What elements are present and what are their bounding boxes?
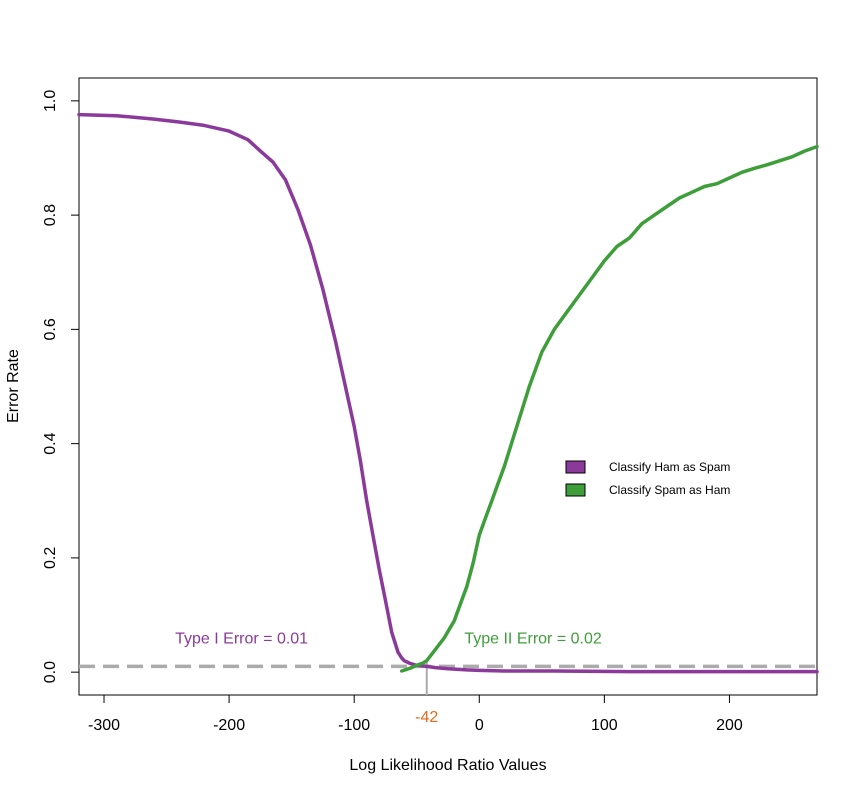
legend-label-ham-as-spam: Classify Ham as Spam (609, 460, 730, 474)
y-axis-label: Error Rate (5, 349, 22, 423)
x-tick-label: 200 (716, 717, 743, 734)
y-tick-label: 0.4 (42, 432, 59, 454)
x-tick-label: 0 (475, 717, 484, 734)
x-axis: -300 -200 -100 0 100 200 (88, 695, 743, 734)
reference-lines (79, 660, 817, 695)
plot-frame (78, 77, 818, 696)
y-tick-label: 0.2 (42, 547, 59, 569)
x-tick-label: 100 (591, 717, 618, 734)
y-axis: 0.0 0.2 0.4 0.6 0.8 1.0 (42, 90, 79, 683)
x-axis-label: Log Likelihood Ratio Values (349, 757, 546, 774)
x-tick-label: -200 (213, 717, 245, 734)
legend-label-spam-as-ham: Classify Spam as Ham (609, 483, 730, 497)
threshold-label: -42 (415, 709, 438, 726)
annotations: Type I Error = 0.01 Type II Error = 0.02 -… (175, 631, 602, 726)
error-annotation-0: Type I Error = 0.01 (175, 631, 308, 648)
series-line-0 (77, 112, 819, 674)
y-tick-label: 0.6 (42, 318, 59, 340)
x-tick-label: -100 (338, 717, 370, 734)
error-annotation-1: Type II Error = 0.02 (464, 631, 602, 648)
series-line-1 (399, 144, 819, 673)
y-tick-label: 0.0 (42, 661, 59, 683)
legend-swatch-spam-as-ham (565, 483, 586, 497)
x-tick-label: -300 (88, 717, 120, 734)
legend-swatch-ham-as-spam (565, 460, 586, 474)
y-tick-label: 0.8 (42, 204, 59, 226)
series-layer (77, 112, 819, 674)
y-tick-label: 1.0 (42, 90, 59, 112)
legend: Classify Ham as Spam Classify Spam as Ha… (565, 460, 730, 497)
